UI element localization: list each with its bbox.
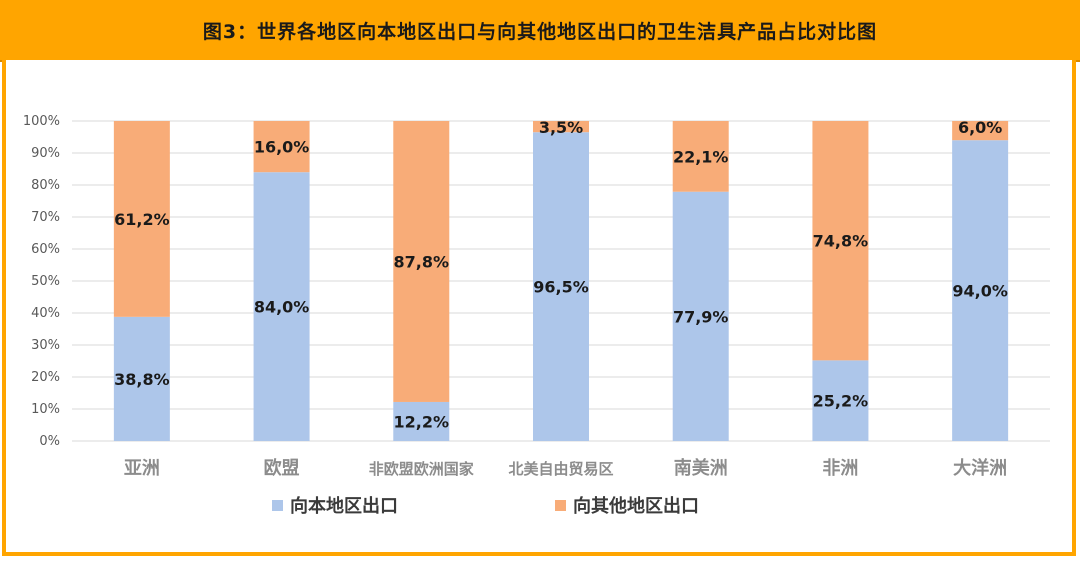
data-label: 22,1% (673, 147, 729, 166)
bar-segment-other (113, 121, 170, 317)
y-tick-label: 90% (31, 146, 60, 161)
bar-segment-other (393, 121, 450, 402)
bar-segment-local (113, 316, 170, 441)
x-category-label: 亚洲 (124, 458, 160, 479)
chart-title: 图3：世界各地区向本地区出口与向其他地区出口的卫生洁具产品占比对比图 (202, 20, 878, 43)
y-tick-label: 100% (23, 114, 60, 129)
x-category-label: 南美洲 (674, 457, 728, 479)
data-label: 25,2% (813, 392, 869, 411)
data-label: 87,8% (394, 252, 450, 271)
data-label: 12,2% (394, 412, 450, 431)
data-label: 16,0% (254, 138, 310, 157)
x-category-label: 大洋洲 (953, 457, 1007, 479)
bar-segment-other (672, 121, 729, 192)
bar-segment-other (253, 121, 310, 173)
bar-segment-local (533, 132, 589, 441)
y-tick-label: 10% (31, 402, 60, 417)
legend-label: 向其他地区出口 (573, 495, 699, 517)
x-category-label: 北美自由贸易区 (508, 460, 613, 478)
bar-segment-local (393, 401, 450, 441)
data-label: 6,0% (958, 118, 1002, 137)
y-tick-label: 60% (31, 242, 60, 257)
bar-segment-local (812, 360, 869, 441)
y-tick-label: 0% (39, 434, 60, 449)
data-label: 74,8% (813, 232, 869, 251)
data-label: 61,2% (114, 210, 170, 229)
y-tick-label: 50% (31, 274, 60, 289)
bar-segment-local (952, 140, 1009, 441)
data-label: 38,8% (114, 370, 170, 389)
title-bar: 图3：世界各地区向本地区出口与向其他地区出口的卫生洁具产品占比对比图 (0, 0, 1080, 62)
data-label: 77,9% (673, 307, 729, 326)
y-tick-label: 20% (31, 370, 60, 385)
bar-segment-other (952, 121, 1009, 141)
bar-segment-local (672, 191, 729, 441)
y-tick-label: 30% (31, 338, 60, 353)
y-tick-label: 70% (31, 210, 60, 225)
x-category-label: 欧盟 (264, 457, 300, 479)
bar-segment-local (253, 172, 310, 441)
legend-swatch (555, 500, 566, 511)
x-category-label: 非洲 (822, 457, 858, 479)
data-label: 84,0% (254, 298, 310, 317)
y-tick-label: 80% (31, 178, 60, 193)
x-category-label: 非欧盟欧洲国家 (369, 460, 474, 478)
bar-segment-other (533, 121, 589, 133)
data-label: 96,5% (533, 278, 589, 297)
bar-segment-other (812, 121, 869, 361)
legend-label: 向本地区出口 (290, 495, 398, 517)
legend-swatch (272, 500, 283, 511)
y-tick-label: 40% (31, 306, 60, 321)
data-label: 94,0% (952, 282, 1008, 301)
data-label: 3,5% (539, 118, 583, 137)
